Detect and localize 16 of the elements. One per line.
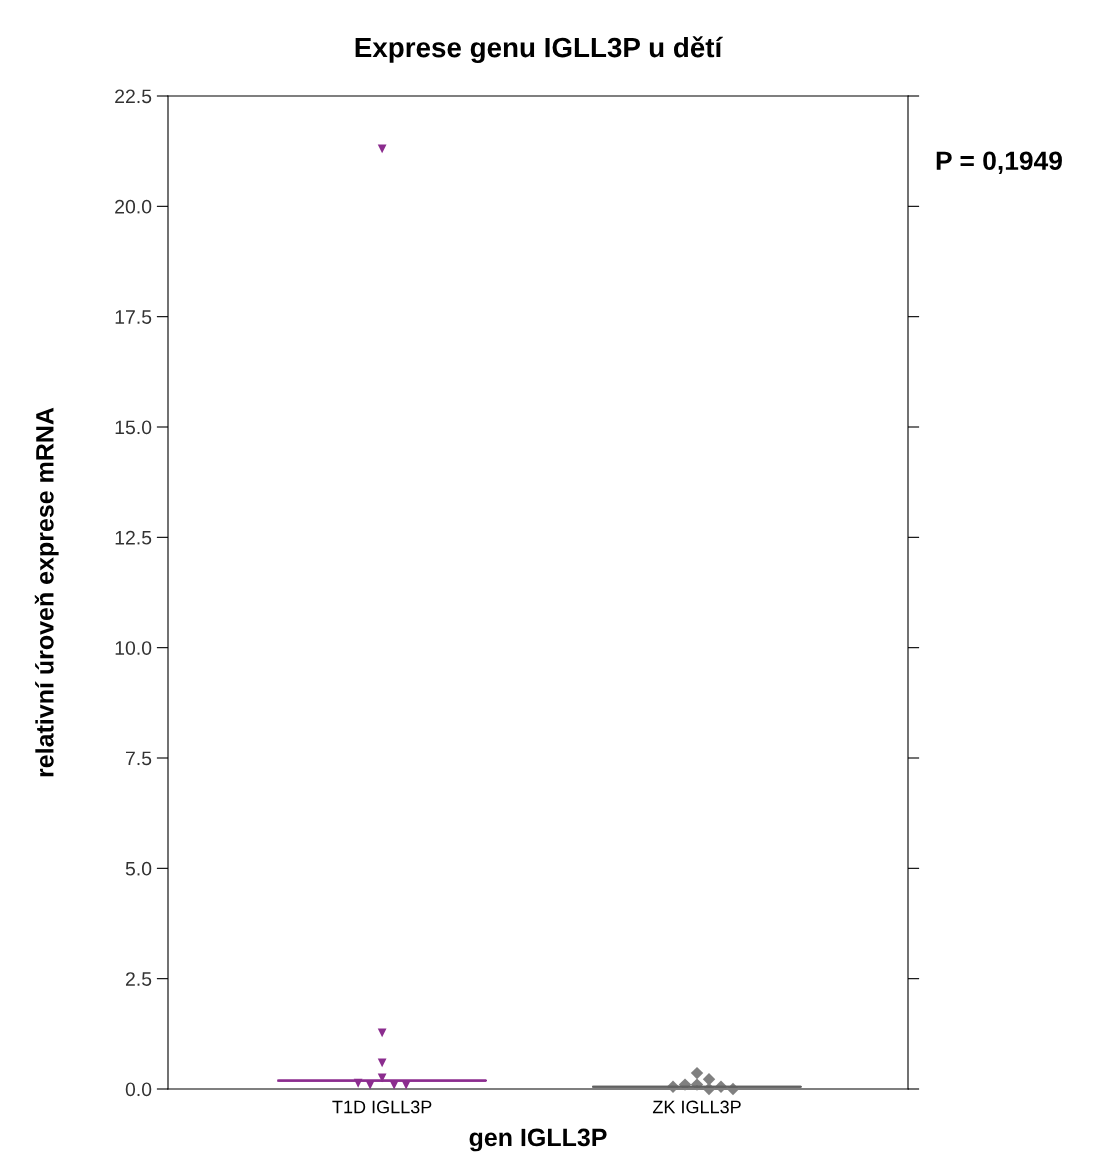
y-tick-label: 17.5 <box>115 310 152 324</box>
y-tick-label: 15.0 <box>115 420 152 435</box>
chart-title: Exprese genu IGLL3P u dětí <box>355 36 723 63</box>
x-tick-label: T1D IGLL3P <box>332 1100 432 1114</box>
text: P = 0,1949 <box>936 151 1062 174</box>
y-tick-label: 0.0 <box>125 1082 152 1097</box>
y-axis-title: relativní úroveň exprese mRNA <box>34 407 59 777</box>
y-tick-label: 12.5 <box>115 530 152 545</box>
y-tick-label: 7.5 <box>126 751 152 766</box>
y-tick-label: 20.0 <box>115 199 152 214</box>
x-axis-title: gen IGLL3P <box>469 1128 607 1152</box>
y-tick-label: 10.0 <box>115 641 152 655</box>
y-tick-label: 5.0 <box>125 861 152 876</box>
x-tick-label: ZK IGLL3P <box>652 1100 741 1114</box>
y-tick-label: 2.5 <box>125 972 152 986</box>
y-tick-label: 22.5 <box>115 89 152 104</box>
